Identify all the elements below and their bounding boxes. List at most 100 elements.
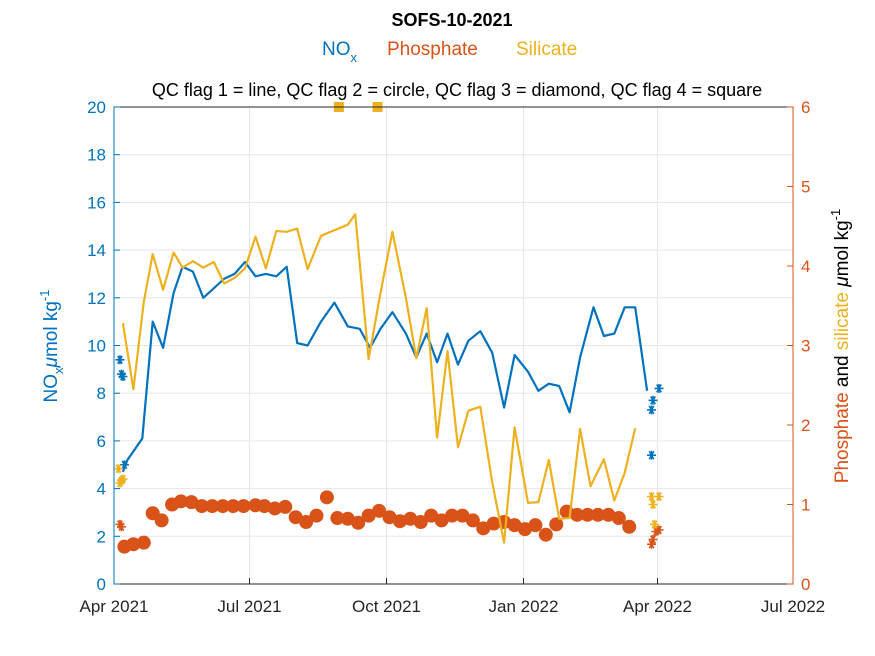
nox-point: [646, 390, 648, 392]
silicate-point: [603, 458, 605, 460]
nox-point: [405, 333, 407, 335]
legend: NOx Phosphate Silicate: [322, 39, 577, 65]
phosphate-star-marker: [116, 522, 126, 532]
phosphate-circle-marker: [413, 514, 428, 529]
silicate-star-marker: [654, 492, 664, 502]
nox-point: [634, 306, 636, 308]
phosphate-circle-marker: [372, 503, 387, 518]
x-axis-ticks: Apr 2021 Jul 2021 Oct 2021 Jan 2022 Apr 2022…: [80, 578, 825, 616]
nox-point: [447, 333, 449, 335]
silicate-point: [391, 231, 393, 233]
silicate-point: [320, 235, 322, 237]
nox-point: [592, 306, 594, 308]
silicate-point: [275, 230, 277, 232]
phosphate-circle-marker: [611, 511, 626, 526]
nox-point: [613, 333, 615, 335]
nox-point: [426, 333, 428, 335]
nox-point: [558, 385, 560, 387]
legend-nox: NOx: [322, 39, 358, 65]
nox-star-marker: [647, 405, 657, 415]
phosphate-circle-marker: [236, 499, 251, 514]
silicate-point: [514, 426, 516, 428]
y-right-tick-label: 0: [801, 575, 810, 594]
nox-point: [457, 364, 459, 366]
nox-point: [347, 325, 349, 327]
silicate-point: [569, 517, 571, 519]
y-left-tick-label: 14: [87, 241, 106, 260]
silicate-point: [479, 406, 481, 408]
legend-nox-sub: x: [351, 50, 358, 65]
phosphate-circle-marker: [351, 515, 366, 530]
silicate-point: [368, 358, 370, 360]
silicate-point: [202, 267, 204, 269]
silicate-point: [213, 261, 215, 263]
legend-nox-main: NO: [322, 39, 351, 60]
phosphate-circle-marker: [278, 499, 293, 514]
silicate-point: [122, 322, 124, 324]
silicate-point: [162, 289, 164, 291]
nox-point: [296, 342, 298, 344]
x-tick-label: Jul 2021: [217, 597, 281, 616]
right-axis-ticks: 0 1 2 3 4 5 6: [787, 98, 810, 594]
nox-point: [514, 354, 516, 356]
nox-point: [254, 275, 256, 277]
x-tick-label: Jul 2022: [761, 597, 825, 616]
y-left-tick-label: 12: [87, 289, 106, 308]
nox-point: [569, 411, 571, 413]
silicate-point: [132, 388, 134, 390]
silicate-line: [121, 213, 637, 544]
silicate-point: [527, 502, 529, 504]
chart-title: SOFS-10-2021: [391, 10, 512, 30]
nox-star-marker: [654, 383, 664, 393]
phosphate-circle-marker: [299, 514, 314, 529]
legend-phosphate: Phosphate: [387, 39, 478, 60]
y-left-label: NOxμmol kg-1: [37, 290, 66, 403]
y-right-label: Phosphate and silicate μmol kg-1: [828, 209, 853, 483]
silicate-point: [234, 277, 236, 279]
silicate-point: [347, 224, 349, 226]
silicate-star-marker: [118, 474, 128, 484]
silicate-point: [503, 542, 505, 544]
nox-star-marker: [647, 450, 657, 460]
nox-point: [192, 271, 194, 273]
silicate-point: [579, 428, 581, 430]
silicate-point: [254, 236, 256, 238]
nox-point: [380, 328, 382, 330]
nox-point: [213, 287, 215, 289]
phosphate-circle-marker: [319, 490, 334, 505]
silicate-point: [589, 485, 591, 487]
silicate-point: [265, 267, 267, 269]
x-tick-label: Apr 2021: [80, 597, 149, 616]
silicate-point: [244, 267, 246, 269]
nox-point: [503, 407, 505, 409]
y-right-tick-label: 4: [801, 257, 810, 276]
nox-point: [548, 383, 550, 385]
silicate-point: [143, 301, 145, 303]
nox-point: [320, 321, 322, 323]
silicate-point: [426, 307, 428, 309]
nox-point: [537, 390, 539, 392]
y-left-tick-label: 6: [97, 432, 106, 451]
silicate-star-marker: [113, 464, 123, 474]
y-right-tick-label: 6: [801, 98, 810, 117]
silicate-point: [223, 282, 225, 284]
phosphate-circle-marker: [538, 527, 553, 542]
nox-point: [275, 275, 277, 277]
y-right-tick-label: 2: [801, 416, 810, 435]
y-left-tick-label: 16: [87, 193, 106, 212]
silicate-star-marker: [648, 500, 658, 509]
nox-point: [286, 266, 288, 268]
nox-point: [234, 273, 236, 275]
y-left-tick-label: 4: [97, 480, 106, 499]
phosphate-star-marker: [654, 525, 664, 535]
silicate-point: [548, 459, 550, 461]
silicate-point: [307, 268, 309, 270]
nox-point: [152, 321, 154, 323]
phosphate-star-marker: [648, 534, 658, 544]
plot-area: [113, 102, 664, 554]
nox-point: [479, 330, 481, 332]
silicate-point: [296, 228, 298, 230]
y-right-tick-label: 3: [801, 337, 810, 356]
nox-point: [202, 297, 204, 299]
